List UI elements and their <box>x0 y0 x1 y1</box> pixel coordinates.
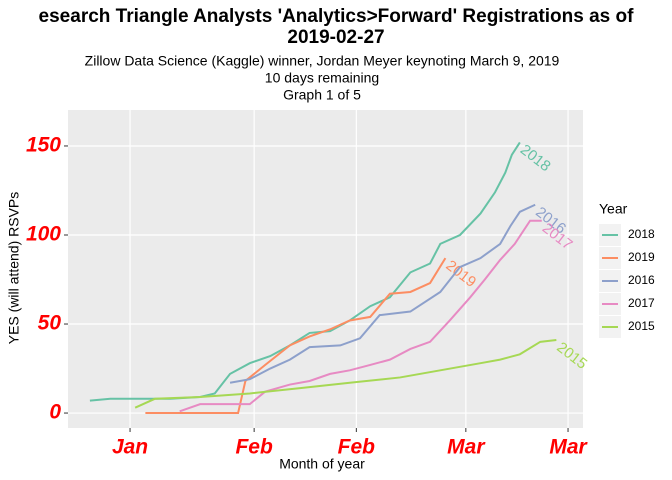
x-tick-label: Feb <box>338 436 376 459</box>
legend-label: 2019 <box>628 250 655 264</box>
legend-title: Year <box>599 201 628 217</box>
x-axis-title: Month of year <box>279 456 365 472</box>
series-line <box>229 203 536 384</box>
chart-title: 2019-02-27 <box>287 27 384 48</box>
y-tick-label: 0 <box>49 401 61 424</box>
subtitle: 10 days remaining <box>265 70 379 86</box>
x-tick-label: Jan <box>112 436 148 459</box>
y-tick-label: 150 <box>26 134 61 157</box>
legend-label: 2017 <box>628 296 655 310</box>
legend-label: 2016 <box>628 273 655 287</box>
subtitle: Graph 1 of 5 <box>283 87 361 103</box>
x-tick-label: Mar <box>447 436 486 459</box>
legend-label: 2015 <box>628 319 655 333</box>
y-tick-label: 100 <box>26 223 61 246</box>
plot-panel <box>68 110 583 428</box>
chart-title: esearch Triangle Analysts 'Analytics>For… <box>39 6 635 27</box>
y-tick-label: 50 <box>38 312 62 335</box>
subtitle: Zillow Data Science (Kaggle) winner, Jor… <box>85 53 560 69</box>
x-tick-label: Feb <box>235 436 273 459</box>
legend-label: 2018 <box>628 227 655 241</box>
series-line <box>134 339 557 409</box>
x-tick-label: Mar <box>549 436 588 459</box>
y-axis-title: YES (will attend) RSVPs <box>6 192 22 345</box>
